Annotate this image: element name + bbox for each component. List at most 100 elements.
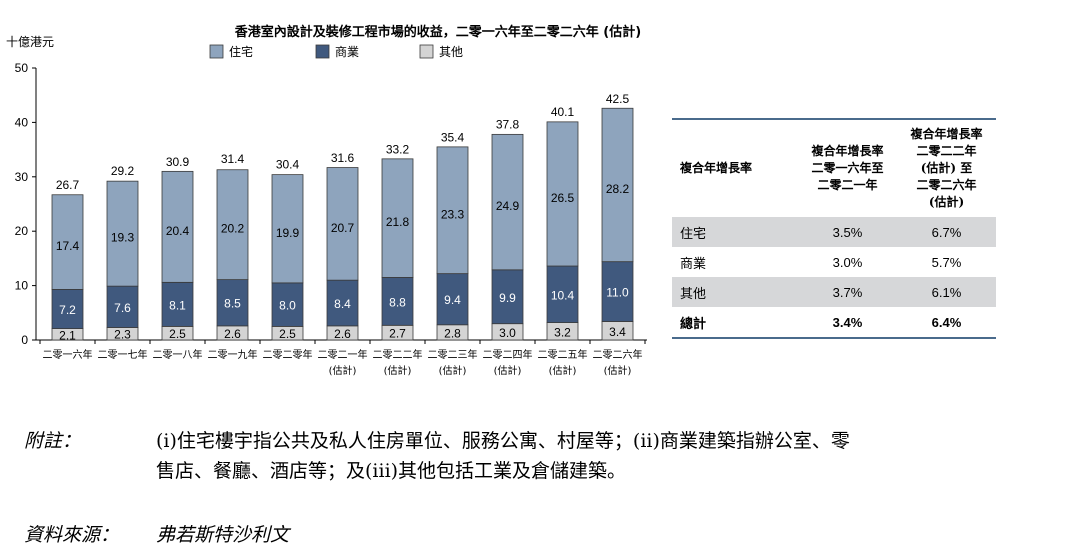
data-label: 2.8 bbox=[444, 326, 461, 340]
data-label: 7.2 bbox=[59, 303, 76, 317]
total-label: 31.6 bbox=[331, 151, 355, 165]
total-label: 42.5 bbox=[606, 92, 630, 106]
data-label: 8.5 bbox=[224, 297, 241, 311]
data-label: 20.7 bbox=[331, 221, 355, 235]
data-label: 8.8 bbox=[389, 295, 406, 309]
total-label: 35.4 bbox=[441, 130, 465, 144]
bar-segment bbox=[546, 265, 579, 323]
data-label: 21.8 bbox=[386, 215, 410, 229]
row-value: 6.4% bbox=[897, 307, 996, 339]
x-tick-label-sub: (估計) bbox=[604, 364, 632, 377]
bar-segment bbox=[436, 146, 469, 275]
y-tick-label: 10 bbox=[15, 279, 29, 293]
x-tick-label: 二零一九年 bbox=[208, 348, 258, 361]
row-value: 3.7% bbox=[798, 277, 897, 307]
total-label: 40.1 bbox=[551, 105, 575, 119]
data-label: 3.0 bbox=[499, 326, 516, 340]
data-label: 23.3 bbox=[441, 207, 465, 221]
bar-segment bbox=[271, 282, 304, 327]
data-label: 2.6 bbox=[224, 327, 241, 341]
x-tick-label: 二零二二年 bbox=[373, 348, 423, 361]
legend-swatch bbox=[209, 44, 224, 59]
data-label: 2.1 bbox=[59, 328, 76, 342]
y-tick-label: 50 bbox=[15, 61, 29, 75]
data-label: 8.1 bbox=[169, 298, 186, 312]
bar-segment bbox=[491, 133, 524, 271]
table-header-2016-2021: 複合年增長率 二零一六年至 二零二一年 bbox=[798, 118, 897, 217]
legend: 住宅 商業 其他 bbox=[209, 44, 463, 59]
row-label: 住宅 bbox=[672, 217, 798, 247]
row-value: 6.7% bbox=[897, 217, 996, 247]
x-tick-label: 二零一六年 bbox=[43, 348, 93, 361]
x-tick-label: 二零二一年 bbox=[318, 348, 368, 361]
table-header-label: 複合年增長率 bbox=[672, 118, 798, 217]
note-text: (i)住宅樓宇指公共及私人住房單位、服務公寓、村屋等；(ii)商業建築指辦公室、… bbox=[156, 426, 1056, 486]
x-tick-label-sub: (估計) bbox=[384, 364, 412, 377]
x-tick-label: 二零一八年 bbox=[153, 348, 203, 361]
y-tick-label: 0 bbox=[21, 333, 28, 347]
data-label: 19.9 bbox=[276, 226, 300, 240]
bar-segment bbox=[51, 289, 84, 329]
x-tick-label-sub: (估計) bbox=[494, 364, 522, 377]
x-tick-label: 二零一七年 bbox=[98, 348, 148, 361]
y-tick-label: 40 bbox=[15, 115, 29, 129]
data-label: 2.6 bbox=[334, 327, 351, 341]
table-row: 其他 3.7% 6.1% bbox=[672, 277, 996, 307]
data-label: 9.9 bbox=[499, 291, 516, 305]
row-label: 其他 bbox=[672, 277, 798, 307]
x-tick-label-sub: (估計) bbox=[549, 364, 577, 377]
x-axis-labels: 二零一六年 二零一七年 二零一八年 二零一九年 二零二零年 二零二一年 (估計) 二零二二年 (… bbox=[43, 348, 643, 377]
total-label: 26.7 bbox=[56, 178, 80, 192]
x-tick-label: 二零二三年 bbox=[428, 348, 478, 361]
stacked-bar-chart: 香港室內設計及裝修工程市場的收益，二零一六年至二零二六年 (估計) 十億港元 住… bbox=[6, 24, 647, 377]
data-label: 2.7 bbox=[389, 327, 406, 341]
data-label: 3.2 bbox=[554, 325, 571, 339]
row-value: 6.1% bbox=[897, 277, 996, 307]
legend-label: 住宅 bbox=[229, 44, 253, 59]
data-label: 11.0 bbox=[606, 286, 629, 300]
x-tick-label-sub: (估計) bbox=[439, 364, 467, 377]
chart-title: 香港室內設計及裝修工程市場的收益，二零一六年至二零二六年 (估計) bbox=[234, 24, 641, 40]
table-row: 住宅 3.5% 6.7% bbox=[672, 217, 996, 247]
data-label: 10.4 bbox=[551, 288, 575, 302]
legend-swatch bbox=[315, 44, 330, 59]
bar-segment bbox=[491, 269, 524, 325]
x-tick-label: 二零二五年 bbox=[538, 348, 588, 361]
note-line-2: 售店、餐廳、酒店等；及(iii)其他包括工業及倉儲建築。 bbox=[156, 460, 627, 482]
bar-segment bbox=[271, 174, 304, 284]
bars: 2.1 7.2 17.4 26.7 2.3 7.6 19.3 29.2 2.5 8.1 20.4 30… bbox=[51, 92, 634, 342]
legend-swatch bbox=[419, 44, 434, 59]
x-tick-label: 二零二四年 bbox=[483, 348, 533, 361]
bar-segment bbox=[51, 194, 84, 290]
bar-segment bbox=[436, 273, 469, 326]
data-label: 28.2 bbox=[606, 182, 630, 196]
data-label: 7.6 bbox=[114, 301, 131, 315]
data-label: 26.5 bbox=[551, 191, 575, 205]
data-label: 8.0 bbox=[279, 299, 296, 313]
source: 資料來源： 弗若斯特沙利文 bbox=[24, 520, 1064, 550]
y-tick-label: 30 bbox=[15, 170, 29, 184]
row-value: 3.4% bbox=[798, 307, 897, 339]
table-row: 商業 3.0% 5.7% bbox=[672, 247, 996, 277]
notes: 附註： (i)住宅樓宇指公共及私人住房單位、服務公寓、村屋等；(ii)商業建築指… bbox=[24, 426, 1064, 486]
data-label: 2.3 bbox=[114, 328, 131, 342]
row-label: 商業 bbox=[680, 256, 707, 272]
data-label: 8.4 bbox=[334, 297, 351, 311]
cagr-table: 複合年增長率 複合年增長率 二零一六年至 二零二一年 複合年增長率 二零二二年 … bbox=[672, 118, 996, 339]
y-tick-label: 20 bbox=[15, 224, 29, 238]
total-label: 31.4 bbox=[221, 152, 245, 166]
bar-segment bbox=[326, 279, 359, 327]
legend-label: 商業 bbox=[335, 44, 359, 59]
row-value: 5.7% bbox=[931, 254, 962, 270]
bar-segment bbox=[381, 277, 414, 326]
data-label: 2.5 bbox=[169, 327, 186, 341]
total-label: 30.9 bbox=[166, 155, 190, 169]
legend-label: 其他 bbox=[439, 45, 463, 59]
bar-segment bbox=[601, 261, 634, 322]
data-label: 20.2 bbox=[221, 222, 245, 236]
source-text: 弗若斯特沙利文 bbox=[156, 524, 290, 546]
bar-segment bbox=[161, 170, 194, 283]
bar-segment bbox=[216, 169, 249, 281]
x-tick-label: 二零二零年 bbox=[263, 348, 313, 361]
total-label: 30.4 bbox=[276, 158, 300, 172]
